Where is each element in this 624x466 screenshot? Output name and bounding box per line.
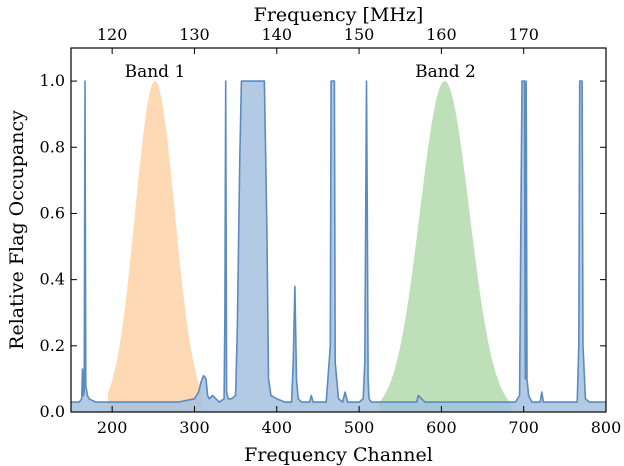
tick-layer (71, 48, 607, 413)
x-tick-label: 700 (508, 418, 539, 437)
top-tick-label: 130 (179, 25, 210, 44)
x-tick-label: 800 (591, 418, 622, 437)
band-2-label: Band 2 (415, 62, 476, 82)
y-tick-label: 0.2 (40, 336, 65, 355)
label-layer: 200 300 400 500 600 700 800 0.0 0.2 0.4 0.6 0.8 1.0 1… (40, 25, 622, 437)
y-axis-title: Relative Flag Occupancy (6, 110, 28, 350)
x-axis-title: Frequency Channel (244, 444, 433, 466)
y-tick-label: 0.8 (40, 137, 65, 156)
y-tick-label: 1.0 (40, 71, 65, 90)
band-2-area (379, 81, 512, 412)
y-tick-label: 0.0 (40, 402, 65, 421)
x-tick-label: 500 (344, 418, 375, 437)
y-tick-label: 0.4 (40, 270, 65, 289)
series-layer (71, 80, 606, 412)
band-1-label: Band 1 (125, 62, 186, 82)
top-tick-label: 120 (97, 25, 128, 44)
band-layer (108, 81, 512, 412)
top-tick-label: 170 (508, 25, 539, 44)
series-line (71, 80, 606, 403)
band-1-area (108, 81, 203, 412)
top-tick-label: 160 (426, 25, 457, 44)
top-tick-label: 140 (261, 25, 292, 44)
y-tick-label: 0.6 (40, 203, 65, 222)
top-axis-title: Frequency [MHz] (254, 4, 424, 26)
x-tick-label: 300 (179, 418, 210, 437)
plot-frame (70, 47, 607, 413)
x-tick-label: 200 (97, 418, 128, 437)
top-tick-label: 150 (344, 25, 375, 44)
x-tick-label: 600 (426, 418, 457, 437)
x-tick-label: 400 (261, 418, 292, 437)
